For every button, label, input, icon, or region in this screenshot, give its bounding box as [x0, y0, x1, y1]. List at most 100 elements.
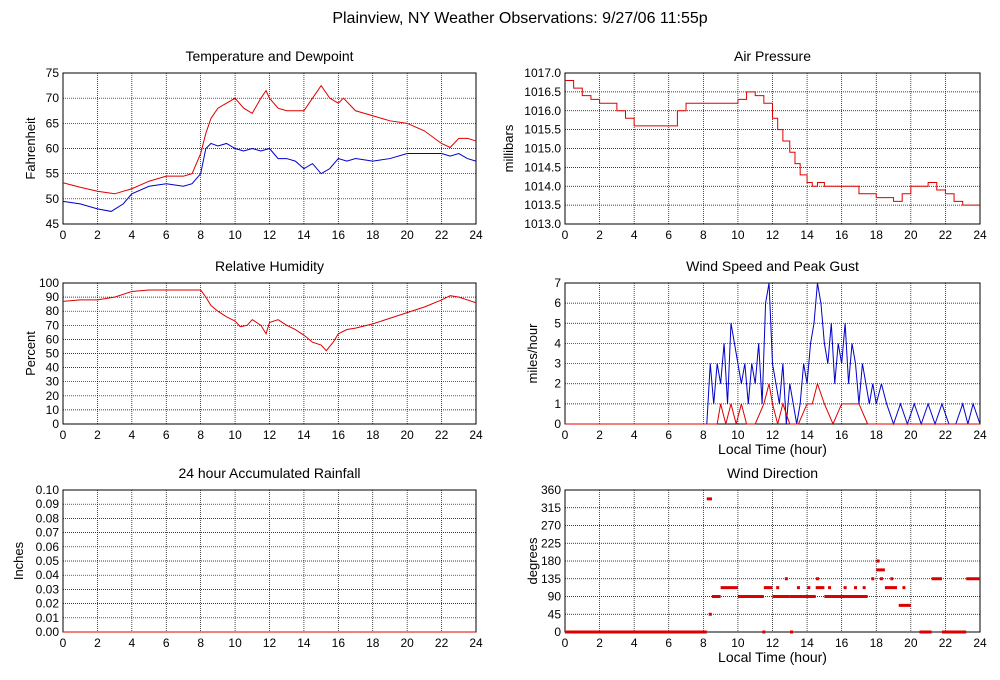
direction-point — [762, 630, 766, 634]
x-tick-label: 0 — [60, 636, 67, 650]
x-tick-label: 10 — [731, 636, 745, 650]
y-tick-label: 135 — [541, 572, 561, 586]
y-tick-label: 1014.0 — [524, 179, 561, 193]
x-tick-label: 6 — [163, 428, 170, 442]
x-tick-label: 0 — [562, 228, 569, 242]
y-tick-label: 55 — [46, 167, 60, 181]
y-tick-label: 180 — [541, 554, 561, 568]
direction-point — [815, 577, 819, 581]
x-tick-label: 18 — [870, 636, 884, 650]
y-tick-label: 0.10 — [36, 483, 60, 497]
grid — [63, 283, 476, 424]
y-tick-label: 0.03 — [36, 582, 60, 596]
x-tick-label: 20 — [400, 428, 414, 442]
x-tick-label: 20 — [400, 636, 414, 650]
y-axis-label: Fahrenheit — [23, 117, 38, 180]
x-axis-label: Local Time (hour) — [718, 441, 827, 457]
y-tick-label: 360 — [541, 483, 561, 497]
y-tick-label: 40 — [46, 361, 60, 375]
x-tick-label: 2 — [94, 228, 101, 242]
x-tick-label: 16 — [835, 228, 849, 242]
y-tick-label: 1015.5 — [524, 123, 561, 137]
chart-title: Wind Speed and Peak Gust — [686, 258, 859, 274]
series-line-0 — [62, 84, 477, 195]
y-tick-label: 0.05 — [36, 554, 60, 568]
direction-point — [854, 586, 857, 590]
x-tick-label: 14 — [297, 228, 311, 242]
grid — [565, 490, 980, 632]
y-tick-label: 0.07 — [36, 526, 60, 540]
y-tick-label: 0.02 — [36, 597, 60, 611]
y-axis-label: millibars — [501, 124, 516, 172]
x-tick-label: 4 — [631, 228, 638, 242]
x-tick-label: 18 — [870, 228, 884, 242]
x-tick-label: 4 — [631, 636, 638, 650]
y-tick-label: 225 — [541, 536, 561, 550]
y-axis-label: degrees — [525, 537, 540, 584]
direction-point — [796, 586, 800, 590]
x-tick-label: 14 — [297, 636, 311, 650]
x-tick-label: 22 — [939, 428, 953, 442]
direction-point — [902, 586, 906, 590]
rainfall-chart: 24 hour Accumulated Rainfall 0 2 4 6 8 10 12 14 1… — [11, 465, 483, 650]
direction-point — [876, 559, 880, 563]
x-tick-label: 16 — [332, 636, 346, 650]
y-tick-label: 1014.5 — [524, 160, 561, 174]
x-tick-label: 14 — [800, 228, 814, 242]
x-tick-label: 24 — [469, 636, 483, 650]
y-tick-label: 0.04 — [36, 568, 60, 582]
series-line-0 — [565, 80, 980, 206]
y-tick-label: 0 — [554, 625, 561, 639]
x-tick-label: 6 — [163, 636, 170, 650]
x-tick-label: 2 — [94, 428, 101, 442]
x-tick-label: 8 — [197, 428, 204, 442]
y-tick-label: 0.09 — [36, 497, 60, 511]
x-tick-label: 12 — [263, 636, 277, 650]
y-tick-label: 6 — [554, 296, 561, 310]
y-tick-label: 0 — [554, 417, 561, 431]
y-tick-label: 1016.0 — [524, 104, 561, 118]
x-tick-label: 24 — [469, 228, 483, 242]
x-tick-label: 12 — [263, 428, 277, 442]
y-tick-label: 7 — [554, 276, 561, 290]
y-tick-label: 70 — [46, 91, 60, 105]
x-tick-label: 20 — [904, 636, 918, 650]
x-tick-label: 10 — [731, 428, 745, 442]
y-tick-label: 1013.5 — [524, 198, 561, 212]
y-tick-label: 1015.0 — [524, 142, 561, 156]
x-tick-label: 8 — [197, 228, 204, 242]
x-tick-label: 14 — [800, 636, 814, 650]
x-tick-label: 24 — [973, 428, 987, 442]
x-tick-label: 10 — [228, 636, 242, 650]
y-tick-label: 1013.0 — [524, 217, 561, 231]
x-tick-label: 8 — [700, 428, 707, 442]
x-tick-label: 6 — [665, 228, 672, 242]
x-tick-label: 14 — [297, 428, 311, 442]
y-axis-label: Percent — [23, 331, 38, 376]
y-tick-label: 1017.0 — [524, 66, 561, 80]
plot-frame — [564, 282, 981, 425]
y-axis-label: miles/hour — [525, 323, 540, 384]
y-tick-label: 90 — [46, 290, 60, 304]
x-tick-label: 4 — [631, 428, 638, 442]
y-tick-label: 30 — [46, 375, 60, 389]
direction-point — [776, 586, 780, 590]
y-axis-label: Inches — [11, 541, 26, 580]
y-tick-label: 60 — [46, 332, 60, 346]
y-tick-label: 315 — [541, 501, 561, 515]
x-tick-label: 8 — [700, 228, 707, 242]
series-line-1 — [565, 381, 980, 426]
x-tick-label: 22 — [435, 428, 449, 442]
x-tick-label: 24 — [973, 228, 987, 242]
series-line-1 — [62, 142, 477, 212]
plot-frame — [62, 282, 477, 425]
plot-frame — [564, 489, 981, 633]
chart-title: 24 hour Accumulated Rainfall — [178, 465, 360, 481]
x-tick-label: 10 — [228, 228, 242, 242]
x-tick-label: 8 — [197, 636, 204, 650]
y-tick-label: 80 — [46, 304, 60, 318]
direction-point — [871, 577, 875, 581]
direction-point — [828, 586, 832, 590]
